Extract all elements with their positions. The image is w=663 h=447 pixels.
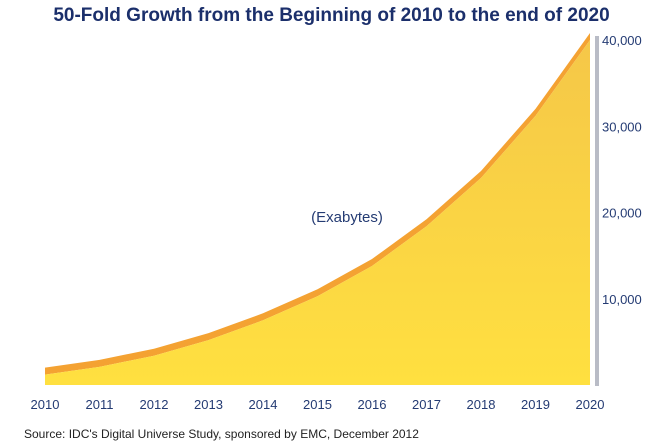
x-tick-label: 2018 [467, 397, 496, 412]
x-tick-label: 2010 [31, 397, 60, 412]
x-tick-label: 2016 [358, 397, 387, 412]
y-tick-label: 20,000 [602, 206, 642, 221]
x-tick-label: 2013 [194, 397, 223, 412]
x-tick-label: 2012 [140, 397, 169, 412]
area-fill [45, 40, 590, 385]
y-tick-label: 30,000 [602, 119, 642, 134]
y-tick-label: 40,000 [602, 33, 642, 48]
units-annotation: (Exabytes) [311, 209, 383, 226]
x-tick-label: 2020 [576, 397, 605, 412]
x-tick-label: 2017 [412, 397, 441, 412]
chart-title: 50-Fold Growth from the Beginning of 201… [53, 5, 610, 26]
x-tick-label: 2014 [249, 397, 278, 412]
source-note: Source: IDC's Digital Universe Study, sp… [24, 427, 419, 441]
x-tick-label: 2011 [86, 397, 114, 412]
area-chart: 2010 2011 2012 2013 2014 2015 2016 2017 2018 2019… [31, 33, 642, 412]
x-tick-label: 2015 [303, 397, 332, 412]
x-tick-labels: 2010 2011 2012 2013 2014 2015 2016 2017 2018 2019… [31, 397, 605, 412]
y-tick-label: 10,000 [602, 292, 642, 307]
x-tick-label: 2019 [521, 397, 550, 412]
y-tick-labels: 10,000 20,000 30,000 40,000 [602, 33, 642, 307]
